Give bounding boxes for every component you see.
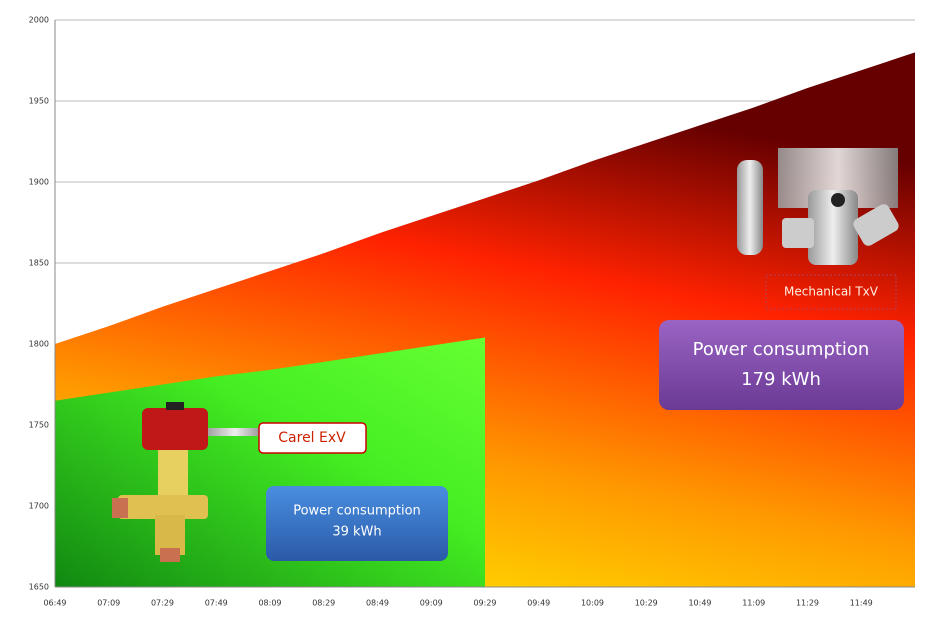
x-tick-label: 07:09 bbox=[97, 599, 120, 608]
x-tick-label: 08:29 bbox=[312, 599, 335, 608]
x-tick-label: 09:49 bbox=[527, 599, 550, 608]
x-tick-label: 10:29 bbox=[635, 599, 658, 608]
txv-valve-icon bbox=[737, 148, 899, 265]
x-tick-label: 08:49 bbox=[366, 599, 389, 608]
x-tick-label: 07:29 bbox=[151, 599, 174, 608]
y-tick-label: 1700 bbox=[29, 502, 49, 511]
y-tick-label: 1650 bbox=[29, 583, 49, 592]
x-tick-label: 10:09 bbox=[581, 599, 604, 608]
exv-power-box bbox=[266, 486, 448, 561]
txv-power-box bbox=[659, 320, 904, 410]
x-tick-label: 11:49 bbox=[850, 599, 873, 608]
y-tick-label: 2000 bbox=[29, 16, 49, 25]
y-tick-label: 1800 bbox=[29, 340, 49, 349]
x-tick-label: 11:29 bbox=[796, 599, 819, 608]
tick-labels: 1650 1700 1750 1800 1850 1900 1950 2000 06:49 07:… bbox=[29, 16, 873, 608]
exv-label: Carel ExV bbox=[278, 430, 346, 446]
txv-label-box bbox=[765, 274, 897, 310]
x-tick-label: 07:49 bbox=[205, 599, 228, 608]
y-tick-label: 1750 bbox=[29, 421, 49, 430]
x-tick-label: 09:29 bbox=[473, 599, 496, 608]
y-tick-label: 1950 bbox=[29, 97, 49, 106]
x-tick-label: 11:09 bbox=[742, 599, 765, 608]
x-tick-label: 09:09 bbox=[420, 599, 443, 608]
y-tick-label: 1900 bbox=[29, 178, 49, 187]
exv-power-value: 39 kWh bbox=[332, 525, 381, 540]
txv-power-title: Power consumption bbox=[693, 339, 870, 360]
exv-valve-icon bbox=[112, 402, 265, 562]
txv-power-value: 179 kWh bbox=[741, 369, 821, 390]
x-tick-label: 08:09 bbox=[258, 599, 281, 608]
exv-power-title: Power consumption bbox=[293, 504, 421, 519]
y-tick-label: 1850 bbox=[29, 259, 49, 268]
txv-label: Mechanical TxV bbox=[784, 285, 879, 299]
x-tick-label: 10:49 bbox=[688, 599, 711, 608]
x-tick-label: 06:49 bbox=[43, 599, 66, 608]
exv-label-box bbox=[258, 422, 367, 454]
